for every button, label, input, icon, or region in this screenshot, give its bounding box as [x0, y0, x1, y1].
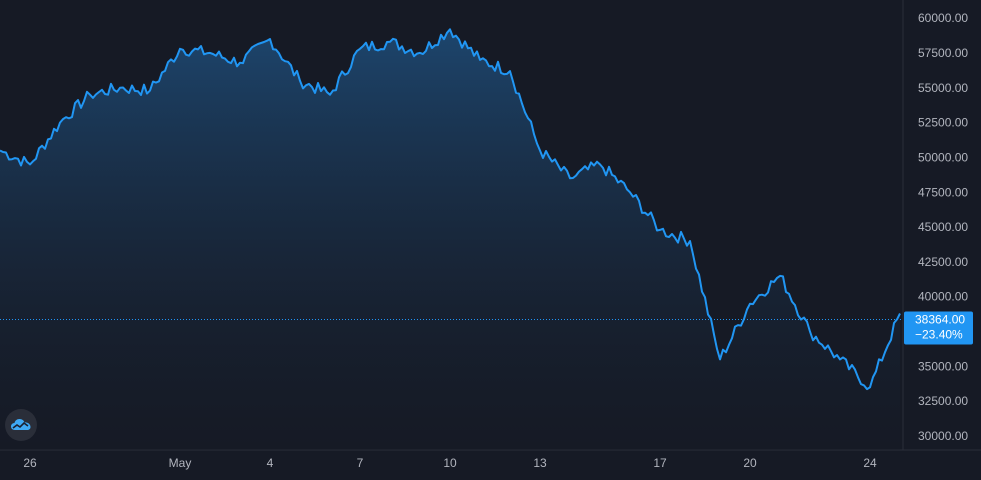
time-axis[interactable]: 26 May 4 7 10 13 17 20 24: [23, 456, 877, 470]
time-axis-tick-label: 20: [743, 456, 757, 470]
time-axis-tick-label: 13: [533, 456, 547, 470]
time-axis-tick-label: 4: [267, 456, 274, 470]
series-line: [0, 28, 901, 391]
last-price-value: 38364.00: [915, 313, 965, 327]
price-axis-tick-label: 52500.00: [918, 116, 968, 130]
price-axis-tick-label: 30000.00: [918, 429, 968, 443]
series-area: [0, 29, 900, 451]
price-axis-tick-label: 55000.00: [918, 81, 968, 95]
time-axis-tick-label: 10: [443, 456, 457, 470]
series-area-layer: [0, 29, 900, 451]
price-axis-tick-label: 47500.00: [918, 185, 968, 199]
last-price-badge: [904, 311, 973, 345]
series-line-layer: [0, 28, 901, 391]
cloud-logo-glyph: [11, 419, 31, 430]
price-axis-tick-label: 60000.00: [918, 11, 968, 25]
time-axis-tick-label: May: [169, 456, 192, 470]
price-axis-tick-label: 45000.00: [918, 220, 968, 234]
last-price-label-layer: 38364.00−23.40%: [904, 311, 973, 345]
last-price-change: −23.40%: [915, 328, 963, 342]
time-axis-tick-label: 7: [357, 456, 364, 470]
time-axis-tick-label: 24: [863, 456, 877, 470]
cloud-logo-icon[interactable]: [5, 409, 37, 441]
price-axis-tick-label: 50000.00: [918, 150, 968, 164]
price-axis-tick-label: 40000.00: [918, 290, 968, 304]
price-axis-tick-label: 57500.00: [918, 46, 968, 60]
time-axis-tick-label: 17: [653, 456, 667, 470]
price-axis-tick-label: 42500.00: [918, 255, 968, 269]
time-axis-tick-label: 26: [23, 456, 37, 470]
price-axis-tick-label: 35000.00: [918, 359, 968, 373]
price-axis-tick-label: 32500.00: [918, 394, 968, 408]
